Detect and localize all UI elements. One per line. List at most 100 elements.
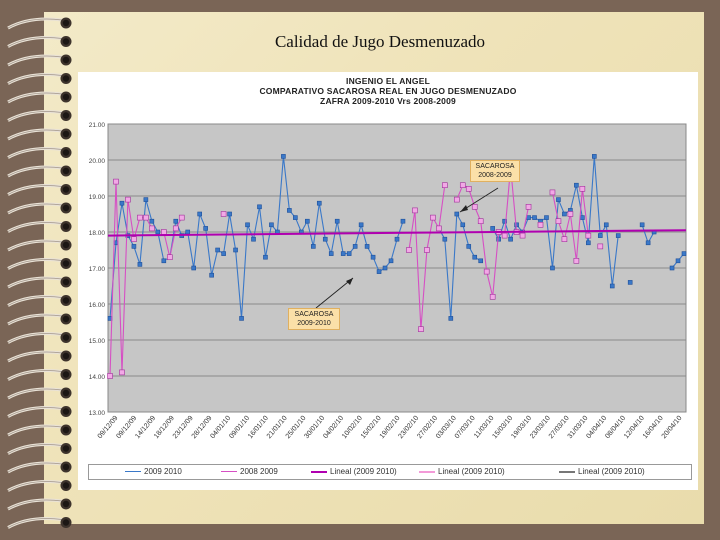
- data-point: [592, 154, 597, 159]
- binding-ring: [7, 498, 72, 511]
- y-tick-label: 13.00: [89, 410, 106, 417]
- data-point: [483, 268, 490, 275]
- data-point: [137, 214, 143, 221]
- data-point: [550, 265, 555, 271]
- chart-header-line3: ZAFRA 2009-2010 Vrs 2008-2009: [320, 96, 456, 106]
- data-point: [197, 211, 202, 217]
- legend-swatch: [419, 470, 435, 473]
- binding-ring: [7, 443, 72, 455]
- y-tick-label: 17.00: [89, 266, 106, 273]
- data-point: [251, 236, 256, 242]
- legend-swatch: [311, 470, 327, 473]
- data-point: [471, 204, 478, 210]
- data-point: [681, 251, 687, 256]
- data-point: [310, 244, 316, 249]
- data-point: [376, 269, 382, 274]
- data-point: [574, 182, 579, 188]
- data-point: [269, 222, 274, 228]
- binding-ring: [7, 276, 72, 289]
- data-point: [370, 254, 376, 260]
- data-point: [424, 247, 430, 253]
- data-point: [490, 226, 495, 231]
- data-point: [358, 222, 364, 228]
- binding-ring: [7, 332, 72, 344]
- data-point: [639, 222, 645, 228]
- data-point: [245, 222, 250, 228]
- data-point: [597, 233, 603, 238]
- data-point: [406, 247, 412, 253]
- data-point: [459, 182, 466, 188]
- binding-ring: [7, 239, 72, 252]
- data-point: [185, 229, 191, 235]
- data-point: [191, 265, 197, 271]
- data-point: [352, 244, 358, 249]
- binding-ring: [7, 165, 72, 178]
- binding-ring: [7, 54, 72, 67]
- data-point: [442, 182, 448, 188]
- plot-area: 21.00 20.00 19.00 18.00 17.00 16.00 15.00 14.00…: [89, 122, 687, 440]
- legend-item: 2008 2009: [221, 467, 278, 476]
- data-point: [161, 229, 167, 235]
- legend-item: 2009 2010: [125, 467, 182, 476]
- data-point: [562, 211, 567, 217]
- binding-ring: [7, 480, 72, 492]
- legend-swatch: [125, 471, 141, 473]
- binding-ring: [7, 221, 72, 233]
- data-point: [603, 222, 609, 228]
- data-point: [113, 178, 119, 185]
- legend-label: Lineal (2009 2010): [438, 467, 505, 476]
- data-point: [364, 244, 370, 249]
- y-tick-label: 14.00: [89, 374, 106, 381]
- data-point: [496, 236, 501, 242]
- data-point: [508, 236, 513, 242]
- data-point: [143, 197, 149, 202]
- trendline: [107, 229, 687, 237]
- data-point: [388, 258, 394, 264]
- x-tick-label: 20/04/10: [661, 415, 684, 440]
- binding-ring: [7, 147, 72, 159]
- legend-item: Lineal (2009 2010): [419, 467, 505, 476]
- data-point: [489, 294, 496, 300]
- series-line: [109, 156, 685, 319]
- data-point: [173, 218, 179, 224]
- data-point: [453, 196, 460, 203]
- data-point: [113, 240, 119, 246]
- legend-swatch: [221, 471, 237, 473]
- data-point: [382, 265, 388, 271]
- data-point: [627, 280, 633, 285]
- binding-ring: [7, 91, 72, 104]
- data-point: [537, 222, 544, 228]
- data-point: [472, 254, 478, 260]
- data-point: [143, 214, 149, 221]
- data-point: [544, 215, 549, 220]
- data-point: [460, 222, 466, 228]
- data-point: [257, 204, 262, 210]
- data-point: [585, 232, 592, 239]
- data-point: [615, 233, 621, 238]
- data-point: [430, 214, 436, 221]
- legend-swatch: [559, 470, 575, 473]
- data-point: [645, 240, 651, 246]
- data-point: [209, 272, 214, 278]
- data-point: [346, 251, 352, 256]
- annotation-arrowhead: [460, 205, 468, 212]
- binding-ring: [7, 517, 72, 529]
- data-point: [466, 244, 472, 249]
- binding-ring: [7, 313, 72, 326]
- data-point: [465, 186, 472, 192]
- data-point: [526, 215, 531, 220]
- data-point: [454, 211, 460, 217]
- annotation-arrow: [315, 277, 354, 309]
- data-point: [149, 225, 155, 232]
- legend-label: 2008 2009: [240, 467, 278, 476]
- binding-ring: [7, 36, 72, 48]
- data-point: [573, 258, 580, 264]
- data-point: [328, 251, 334, 256]
- data-point: [555, 218, 562, 224]
- y-tick-label: 16.00: [89, 302, 106, 309]
- data-point: [155, 229, 161, 235]
- data-point: [107, 373, 113, 379]
- binding-ring: [7, 202, 72, 215]
- legend-label: Lineal (2009 2010): [578, 467, 645, 476]
- data-point: [525, 204, 532, 210]
